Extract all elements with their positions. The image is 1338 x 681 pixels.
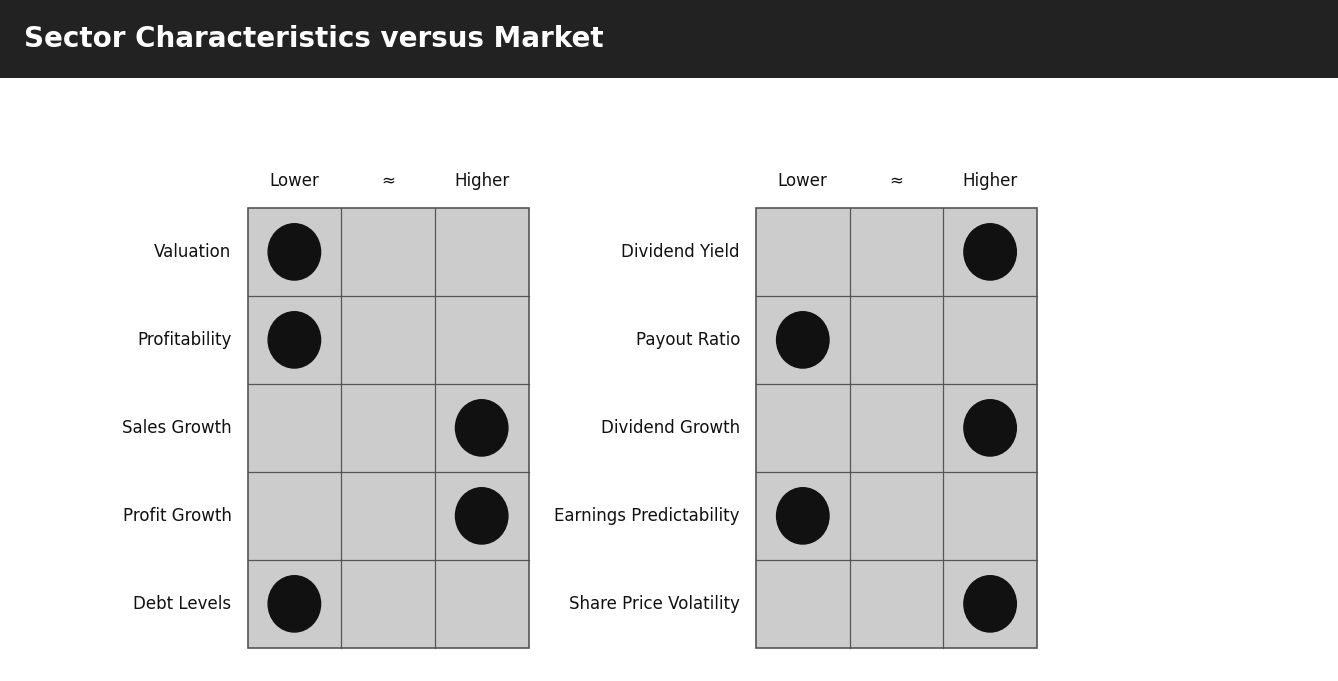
Ellipse shape	[268, 312, 321, 368]
Text: Dividend Growth: Dividend Growth	[601, 419, 740, 437]
Ellipse shape	[268, 224, 321, 280]
Text: Dividend Yield: Dividend Yield	[621, 243, 740, 261]
Ellipse shape	[963, 400, 1017, 456]
Bar	[756, 208, 1037, 648]
Text: ≈: ≈	[381, 172, 395, 190]
Text: Valuation: Valuation	[154, 243, 231, 261]
Ellipse shape	[963, 224, 1017, 280]
Text: Earnings Predictability: Earnings Predictability	[554, 507, 740, 525]
Ellipse shape	[455, 400, 508, 456]
Ellipse shape	[268, 575, 321, 632]
Bar	[756, 208, 1037, 648]
Ellipse shape	[776, 488, 830, 544]
Text: Profitability: Profitability	[136, 331, 231, 349]
Text: Profit Growth: Profit Growth	[123, 507, 231, 525]
Bar	[248, 208, 529, 648]
Text: Higher: Higher	[454, 172, 510, 190]
Text: Share Price Volatility: Share Price Volatility	[569, 595, 740, 613]
Text: ≈: ≈	[890, 172, 903, 190]
Text: Lower: Lower	[777, 172, 828, 190]
Text: Debt Levels: Debt Levels	[134, 595, 231, 613]
Text: Sales Growth: Sales Growth	[122, 419, 231, 437]
Text: Lower: Lower	[269, 172, 320, 190]
Bar	[248, 208, 529, 648]
Text: Payout Ratio: Payout Ratio	[636, 331, 740, 349]
Ellipse shape	[455, 488, 508, 544]
Ellipse shape	[776, 312, 830, 368]
Text: Sector Characteristics versus Market: Sector Characteristics versus Market	[24, 25, 603, 53]
Ellipse shape	[963, 575, 1017, 632]
Text: Higher: Higher	[962, 172, 1018, 190]
